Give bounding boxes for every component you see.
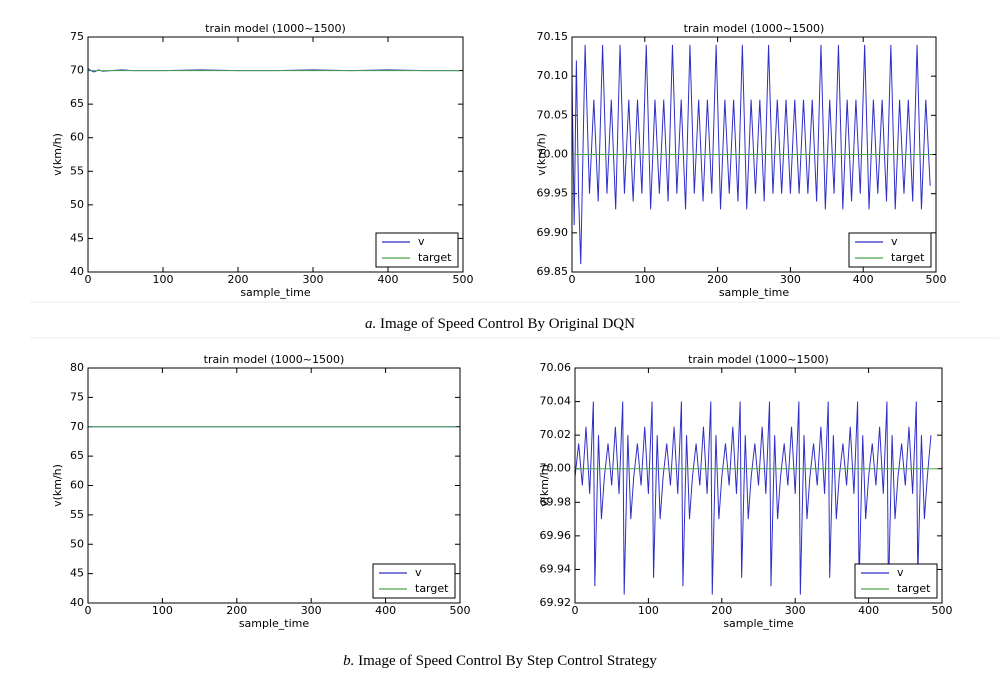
caption-text: Image of Speed Control By Step Control S…: [358, 653, 657, 669]
caption-label: a.: [365, 316, 376, 332]
x-tick-label: 100: [153, 273, 174, 286]
y-axis-label: v(km/h): [51, 464, 64, 507]
x-tick-label: 400: [858, 604, 879, 617]
x-tick-label: 400: [378, 273, 399, 286]
y-tick-label: 65: [70, 97, 84, 110]
x-axis-label: sample_time: [239, 617, 310, 630]
x-axis-label: sample_time: [723, 617, 794, 630]
y-tick-label: 70: [70, 420, 84, 433]
x-tick-label: 300: [303, 273, 324, 286]
y-tick-label: 70.10: [537, 69, 569, 82]
x-tick-label: 400: [375, 604, 396, 617]
y-tick-label: 80: [70, 361, 84, 374]
x-tick-label: 200: [711, 604, 732, 617]
y-tick-label: 69.94: [540, 562, 572, 575]
legend-label: target: [415, 582, 449, 595]
legend-label: v: [418, 235, 425, 248]
chart: train model (1000~1500) sample_time v(km/h…: [51, 353, 471, 630]
x-tick-label: 100: [634, 273, 655, 286]
plot-frame: [571, 36, 937, 273]
plot-frame: [87, 367, 461, 604]
y-tick-label: 70.00: [540, 462, 572, 475]
x-tick-label: 200: [707, 273, 728, 286]
caption: a. Image of Speed Control By Original DQ…: [365, 316, 635, 332]
legend-label: target: [891, 251, 925, 264]
chart: train model (1000~1500) sample_time v(km/h…: [51, 22, 474, 299]
chart: train model (1000~1500) sample_time v(km/h…: [535, 22, 947, 299]
x-axis-label: sample_time: [719, 286, 790, 299]
y-axis-label: v(km/h): [51, 133, 64, 176]
y-tick-label: 60: [70, 131, 84, 144]
y-tick-label: 55: [70, 164, 84, 177]
y-tick-label: 70.00: [537, 148, 569, 161]
y-axis-label: v(km/h): [538, 464, 551, 507]
x-tick-label: 200: [226, 604, 247, 617]
x-axis-label: sample_time: [240, 286, 311, 299]
chart-title: train model (1000~1500): [205, 22, 346, 35]
y-tick-label: 75: [70, 30, 84, 43]
x-tick-label: 500: [932, 604, 953, 617]
legend-label: target: [897, 582, 931, 595]
legend-box: [375, 232, 459, 268]
y-tick-label: 40: [70, 596, 84, 609]
x-tick-label: 0: [569, 273, 576, 286]
series-line: [571, 44, 931, 265]
series-line: [574, 401, 932, 595]
y-tick-label: 69.92: [540, 596, 572, 609]
legend-box: [854, 563, 938, 599]
y-tick-label: 69.98: [540, 495, 572, 508]
caption-label: b.: [343, 653, 354, 669]
legend-box: [372, 563, 456, 599]
y-tick-label: 70.06: [540, 361, 572, 374]
y-tick-label: 55: [70, 508, 84, 521]
legend-label: v: [897, 566, 904, 579]
y-tick-label: 69.85: [537, 265, 569, 278]
y-tick-label: 65: [70, 449, 84, 462]
y-axis-label: v(km/h): [535, 133, 548, 176]
y-tick-label: 45: [70, 231, 84, 244]
y-tick-label: 50: [70, 198, 84, 211]
y-tick-label: 70.05: [537, 108, 569, 121]
y-tick-label: 40: [70, 265, 84, 278]
x-tick-label: 100: [638, 604, 659, 617]
x-tick-label: 100: [152, 604, 173, 617]
y-tick-label: 50: [70, 537, 84, 550]
chart-title: train model (1000~1500): [688, 353, 829, 366]
chart-title: train model (1000~1500): [204, 353, 345, 366]
caption-text: Image of Speed Control By Original DQN: [380, 316, 635, 332]
caption: b. Image of Speed Control By Step Contro…: [343, 653, 657, 669]
x-tick-label: 300: [785, 604, 806, 617]
y-tick-label: 70.04: [540, 395, 572, 408]
y-tick-label: 70.02: [540, 428, 572, 441]
x-tick-label: 500: [450, 604, 471, 617]
x-tick-label: 0: [572, 604, 579, 617]
x-tick-label: 500: [926, 273, 947, 286]
y-tick-label: 70: [70, 64, 84, 77]
y-tick-label: 70.15: [537, 30, 569, 43]
y-tick-label: 60: [70, 479, 84, 492]
x-tick-label: 300: [780, 273, 801, 286]
y-tick-label: 69.96: [540, 529, 572, 542]
x-tick-label: 0: [85, 273, 92, 286]
legend-label: target: [418, 251, 452, 264]
chart-title: train model (1000~1500): [684, 22, 825, 35]
x-tick-label: 0: [85, 604, 92, 617]
x-tick-label: 200: [228, 273, 249, 286]
y-tick-label: 69.95: [537, 187, 569, 200]
chart: train model (1000~1500) sample_time v(km/h…: [538, 353, 953, 630]
plot-frame: [87, 36, 464, 273]
x-tick-label: 300: [301, 604, 322, 617]
y-tick-label: 69.90: [537, 226, 569, 239]
legend-label: v: [891, 235, 898, 248]
x-tick-label: 400: [853, 273, 874, 286]
x-tick-label: 500: [453, 273, 474, 286]
plot-frame: [574, 367, 943, 604]
legend-label: v: [415, 566, 422, 579]
legend-box: [848, 232, 932, 268]
y-tick-label: 45: [70, 567, 84, 580]
y-tick-label: 75: [70, 390, 84, 403]
